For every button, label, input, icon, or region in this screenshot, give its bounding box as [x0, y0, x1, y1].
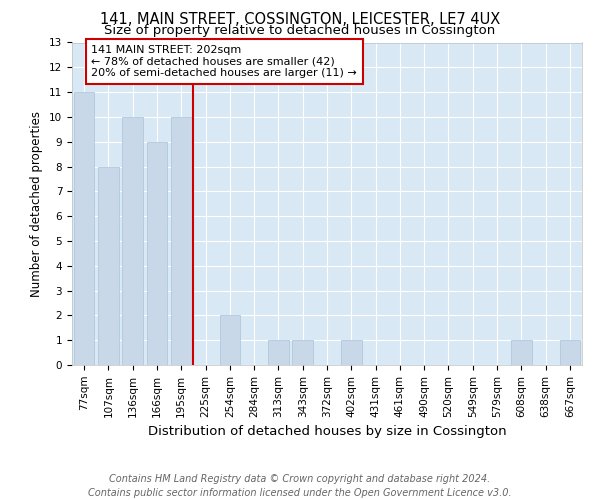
Bar [220, 316, 240, 365]
Y-axis label: Number of detached properties: Number of detached properties [31, 111, 43, 296]
Text: Contains HM Land Registry data © Crown copyright and database right 2024.
Contai: Contains HM Land Registry data © Crown c… [88, 474, 512, 498]
Bar [341, 340, 362, 365]
Bar [171, 117, 191, 365]
Text: Size of property relative to detached houses in Cossington: Size of property relative to detached ho… [104, 24, 496, 37]
Bar [511, 340, 532, 365]
Bar [560, 340, 580, 365]
Text: 141 MAIN STREET: 202sqm
← 78% of detached houses are smaller (42)
20% of semi-de: 141 MAIN STREET: 202sqm ← 78% of detache… [91, 45, 357, 78]
X-axis label: Distribution of detached houses by size in Cossington: Distribution of detached houses by size … [148, 425, 506, 438]
Bar [292, 340, 313, 365]
Bar [74, 92, 94, 365]
Bar [98, 166, 119, 365]
Bar [146, 142, 167, 365]
Text: 141, MAIN STREET, COSSINGTON, LEICESTER, LE7 4UX: 141, MAIN STREET, COSSINGTON, LEICESTER,… [100, 12, 500, 28]
Bar [268, 340, 289, 365]
Bar [122, 117, 143, 365]
